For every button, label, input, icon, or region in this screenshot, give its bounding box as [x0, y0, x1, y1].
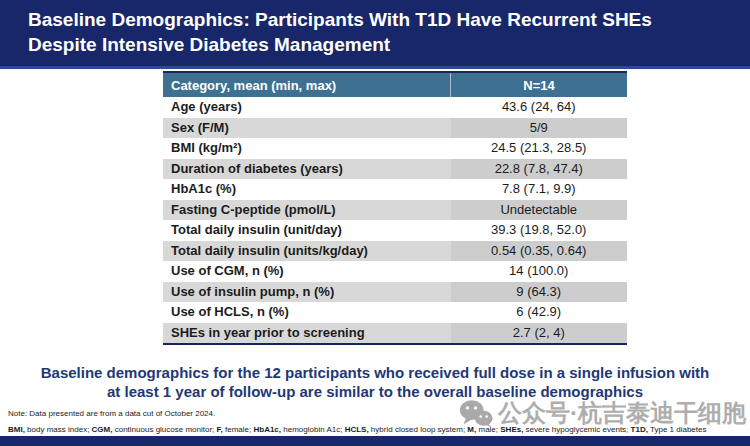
abbreviations-footnote: BMI, body mass index; CGM, continuous gl…	[8, 425, 706, 434]
row-value: 0.54 (0.35, 0.64)	[451, 241, 628, 262]
row-value: 39.3 (19.8, 52.0)	[451, 220, 628, 241]
row-label: Duration of diabetes (years)	[163, 159, 451, 180]
row-value: 9 (64.3)	[451, 282, 628, 303]
table-header-row: Category, mean (min, max) N=14	[163, 73, 627, 97]
table-row: Use of HCLS, n (%) 6 (42.9)	[163, 302, 627, 323]
title-bar: Baseline Demographics: Participants With…	[0, 0, 750, 69]
wechat-icon	[459, 399, 493, 428]
abbrev-definition: continuous glucose monitor;	[112, 425, 216, 434]
row-label: Age (years)	[163, 97, 451, 118]
slide: Baseline Demographics: Participants With…	[0, 0, 750, 69]
row-value: 6 (42.9)	[451, 302, 628, 323]
table-row: HbA1c (%) 7.8 (7.1, 9.9)	[163, 179, 627, 200]
abbrev-definition: female;	[223, 425, 254, 434]
abbrev-term: BMI,	[8, 425, 25, 434]
row-label: Fasting C-peptide (pmol/L)	[163, 200, 451, 221]
summary-line1: Baseline demographics for the 12 partici…	[0, 363, 750, 382]
bottom-bar	[0, 436, 750, 446]
abbrev-term: CGM,	[92, 425, 113, 434]
table-row: Total daily insulin (units/kg/day) 0.54 …	[163, 241, 627, 262]
abbrev-term: HCLS,	[345, 425, 369, 434]
abbrev-definition: severe hypoglycemic events;	[523, 425, 630, 434]
abbrev-definition: Type 1 diabetes	[648, 425, 707, 434]
table-row: SHEs in year prior to screening 2.7 (2, …	[163, 323, 627, 344]
row-label: SHEs in year prior to screening	[163, 323, 451, 344]
summary-text: Baseline demographics for the 12 partici…	[0, 363, 750, 401]
row-label: HbA1c (%)	[163, 179, 451, 200]
row-label: Use of insulin pump, n (%)	[163, 282, 451, 303]
table-row: Age (years) 43.6 (24, 64)	[163, 97, 627, 118]
row-value: 5/9	[451, 118, 628, 139]
demographics-table: Category, mean (min, max) N=14 Age (year…	[163, 71, 627, 345]
row-value: 14 (100.0)	[451, 261, 628, 282]
table-row: BMI (kg/m²) 24.5 (21.3, 28.5)	[163, 138, 627, 159]
abbrev-definition: hemoglobin A1c;	[281, 425, 345, 434]
abbrev-definition: body mass index;	[25, 425, 92, 434]
table-row: Fasting C-peptide (pmol/L) Undetectable	[163, 200, 627, 221]
table-row: Use of CGM, n (%) 14 (100.0)	[163, 261, 627, 282]
table-row: Total daily insulin (unit/day) 39.3 (19.…	[163, 220, 627, 241]
abbrev-term: SHEs,	[500, 425, 523, 434]
row-value: 24.5 (21.3, 28.5)	[451, 138, 628, 159]
table-row: Sex (F/M) 5/9	[163, 118, 627, 139]
slide-title-line1: Baseline Demographics: Participants With…	[28, 7, 726, 32]
abbrev-term: T1D,	[631, 425, 648, 434]
row-value: 43.6 (24, 64)	[451, 97, 628, 118]
table-row: Use of insulin pump, n (%) 9 (64.3)	[163, 282, 627, 303]
row-label: Total daily insulin (units/kg/day)	[163, 241, 451, 262]
abbrev-term: HbA1c,	[253, 425, 281, 434]
row-label: BMI (kg/m²)	[163, 138, 451, 159]
table-row: Duration of diabetes (years) 22.8 (7.8, …	[163, 159, 627, 180]
data-cut-note: Note: Data presented are from a data cut…	[8, 409, 215, 418]
row-value: Undetectable	[451, 200, 628, 221]
table-header-category: Category, mean (min, max)	[163, 73, 451, 97]
row-value: 7.8 (7.1, 9.9)	[451, 179, 628, 200]
row-label: Total daily insulin (unit/day)	[163, 220, 451, 241]
summary-line2: at least 1 year of follow-up are similar…	[0, 382, 750, 401]
slide-title-line2: Despite Intensive Diabetes Management	[28, 32, 726, 57]
abbrev-term: M,	[467, 425, 476, 434]
row-label: Sex (F/M)	[163, 118, 451, 139]
baseline-demographics-table: Category, mean (min, max) N=14 Age (year…	[163, 73, 627, 343]
row-value: 22.8 (7.8, 47.4)	[451, 159, 628, 180]
table-header-n: N=14	[451, 73, 628, 97]
row-label: Use of CGM, n (%)	[163, 261, 451, 282]
row-label: Use of HCLS, n (%)	[163, 302, 451, 323]
abbrev-definition: hybrid closed loop system;	[369, 425, 468, 434]
abbrev-definition: male;	[476, 425, 500, 434]
row-value: 2.7 (2, 4)	[451, 323, 628, 344]
